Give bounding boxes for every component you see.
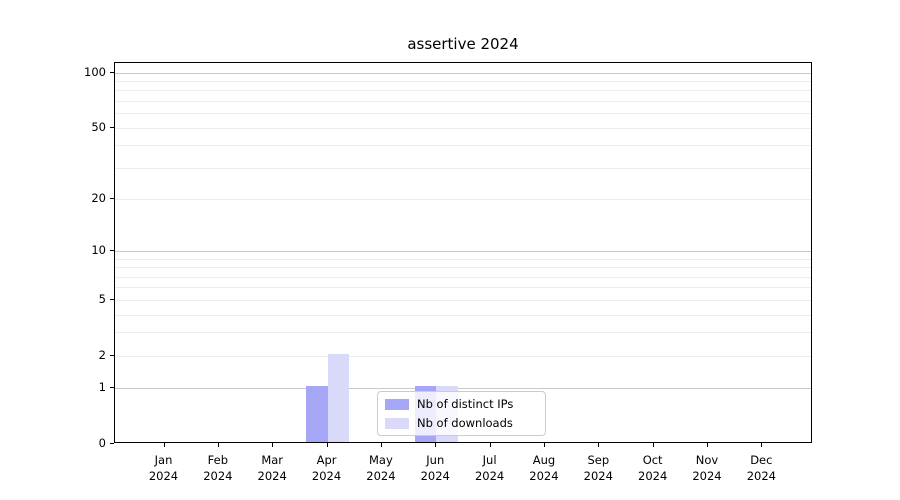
legend-item-distinct-ips: Nb of distinct IPs: [385, 396, 545, 412]
plot-area: [114, 62, 812, 443]
gridline-minor: [115, 332, 811, 334]
y-tick-label: 50: [91, 119, 106, 134]
gridline-minor: [115, 127, 811, 129]
x-tick-label: Nov 2024: [692, 453, 722, 483]
y-tick-label: 0: [98, 436, 106, 450]
y-tick-mark: [110, 198, 114, 200]
gridline-minor: [115, 199, 811, 201]
x-tick-mark: [163, 443, 165, 447]
y-tick-mark: [110, 387, 114, 389]
y-tick-label: 5: [98, 291, 106, 306]
chart-title: assertive 2024: [407, 35, 519, 53]
y-tick-mark: [110, 443, 114, 444]
gridline-minor: [115, 81, 811, 83]
x-tick-mark: [435, 443, 437, 447]
gridline-minor: [115, 145, 811, 147]
gridline-minor: [115, 314, 811, 316]
x-tick-label: Jun 2024: [420, 453, 450, 483]
gridline-minor: [115, 90, 811, 92]
x-tick-label: Dec 2024: [746, 453, 776, 483]
bar-downloads-apr-2024: [327, 353, 350, 442]
x-tick-mark: [380, 443, 382, 447]
x-tick-label: Sep 2024: [583, 453, 613, 483]
x-tick-mark: [272, 443, 274, 447]
y-tick-label: 2: [98, 347, 106, 362]
legend: Nb of distinct IPs Nb of downloads: [377, 391, 546, 436]
gridline-minor: [115, 276, 811, 278]
x-tick-label: Feb 2024: [203, 453, 233, 483]
x-tick-mark: [543, 443, 545, 447]
legend-label-downloads: Nb of downloads: [417, 416, 513, 430]
legend-swatch-distinct-ips-icon: [385, 398, 409, 410]
bar-distinct-ips-apr-2024: [305, 386, 328, 442]
x-tick-label: Oct 2024: [638, 453, 668, 483]
y-tick-label: 10: [91, 243, 106, 258]
y-tick-mark: [110, 71, 114, 73]
gridline-major: [115, 251, 811, 253]
x-tick-label: May 2024: [366, 453, 396, 483]
gridline-minor: [115, 355, 811, 357]
legend-swatch-downloads-icon: [385, 417, 409, 429]
x-tick-label: Jul 2024: [474, 453, 505, 483]
y-tick-mark: [110, 126, 114, 128]
x-tick-mark: [707, 443, 708, 447]
legend-item-downloads: Nb of downloads: [385, 415, 545, 431]
y-tick-label: 20: [91, 191, 106, 206]
gridline-minor: [115, 101, 811, 103]
gridline-major: [115, 72, 811, 74]
legend-label-distinct-ips: Nb of distinct IPs: [417, 397, 514, 411]
gridline-minor: [115, 113, 811, 115]
x-tick-label: Apr 2024: [311, 453, 342, 483]
gridline-major: [115, 388, 811, 390]
x-tick-label: Jan 2024: [148, 453, 179, 483]
x-tick-mark: [326, 443, 328, 447]
gridline-minor: [115, 287, 811, 289]
gridline-minor: [115, 267, 811, 269]
x-tick-mark: [652, 443, 654, 447]
y-tick-label: 100: [84, 64, 106, 79]
y-tick-mark: [110, 354, 114, 356]
x-tick-mark: [598, 443, 600, 447]
x-tick-label: Mar 2024: [257, 453, 287, 483]
gridline-minor: [115, 167, 811, 169]
y-tick-label: 1: [98, 380, 106, 395]
gridline-minor: [115, 299, 811, 301]
x-tick-mark: [761, 443, 763, 447]
y-tick-mark: [110, 298, 114, 300]
gridline-minor: [115, 258, 811, 260]
y-tick-mark: [110, 250, 114, 252]
x-tick-mark: [489, 443, 491, 447]
x-tick-mark: [217, 443, 219, 447]
x-tick-label: Aug 2024: [529, 453, 559, 483]
